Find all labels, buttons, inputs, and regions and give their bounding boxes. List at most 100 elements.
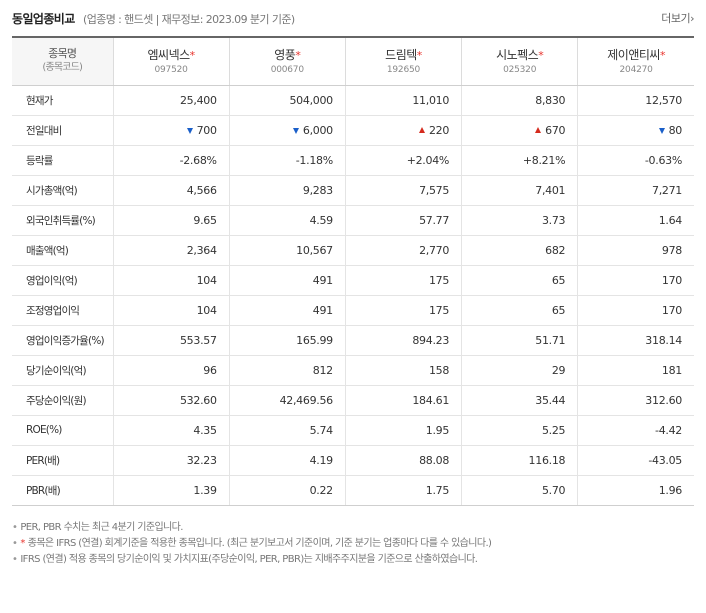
company-code: 000670 [270, 64, 304, 75]
company-header-2[interactable]: 드림텍* 192650 [344, 36, 462, 86]
footnote-per-pbr: • PER, PBR 수치는 최근 4분기 기준입니다. [12, 522, 183, 533]
cell-value: 491 [312, 303, 333, 317]
cell-value: 812 [312, 363, 333, 377]
footnotes: • PER, PBR 수치는 최근 4분기 기준입니다. • * 종목은 IFRS (… [12, 520, 702, 568]
cell-value: 51.71 [535, 333, 566, 347]
table-body: 현재가 25,400 504,000 11,010 8,830 12,570 전일대비 700… [12, 85, 694, 506]
table-row: 시가총액(억) 4,566 9,283 7,575 7,401 7,271 [12, 175, 694, 206]
table-cell: 504,000 [228, 85, 346, 116]
row-label: 외국인취득률(%) [12, 205, 113, 236]
table-cell: 532.60 [112, 385, 230, 416]
table-cell: 9.65 [112, 205, 230, 236]
company-header-4[interactable]: 제이앤티씨* 204270 [577, 36, 694, 86]
cell-value: 29 [551, 363, 566, 377]
table-cell: 104 [112, 265, 230, 296]
cell-value: 12,570 [645, 93, 682, 107]
company-header-3[interactable]: 시노펙스* 025320 [461, 36, 578, 86]
table-cell: 318.14 [577, 325, 694, 356]
table-cell: 670 [461, 115, 578, 146]
table-cell: -2.68% [112, 145, 230, 176]
table-cell: 1.95 [344, 415, 462, 446]
company-name[interactable]: 영풍 [274, 47, 296, 62]
arrow-up-icon [535, 126, 542, 133]
cell-value: 175 [428, 303, 450, 317]
company-code: 025320 [503, 64, 537, 75]
table-row: 당기순이익(억) 96 812 158 29 181 [12, 355, 694, 386]
cell-value: 2,364 [186, 243, 217, 257]
row-label: 당기순이익(억) [12, 355, 113, 386]
table-cell: 5.70 [461, 475, 578, 506]
cell-value: +2.04% [406, 153, 450, 167]
table-cell: 32.23 [112, 445, 230, 476]
more-link[interactable]: 더보기› [661, 10, 694, 26]
row-label: 매출액(억) [12, 235, 113, 266]
table-cell: 700 [112, 115, 230, 146]
table-cell: 5.74 [228, 415, 346, 446]
cell-value: 894.23 [412, 333, 450, 347]
table-cell: -1.18% [228, 145, 346, 176]
ifrs-star-icon: * [538, 48, 544, 62]
chevron-right-icon[interactable]: › [690, 12, 694, 25]
table-cell: 491 [228, 265, 346, 296]
company-header-1[interactable]: 영풍* 000670 [228, 36, 346, 86]
cell-value: 65 [551, 303, 566, 317]
table-row: PER(배) 32.23 4.19 88.08 116.18 -43.05 [12, 445, 694, 476]
ifrs-star-icon: * [416, 48, 423, 62]
table-row: 매출액(억) 2,364 10,567 2,770 682 978 [12, 235, 694, 266]
row-label: 시가총액(억) [12, 175, 113, 206]
table-cell: 312.60 [577, 385, 694, 416]
row-label: 영업이익(억) [12, 265, 113, 296]
cell-value: 7,575 [419, 183, 450, 197]
row-label: 영업이익증가율(%) [12, 325, 113, 356]
arrow-up-icon [418, 126, 425, 133]
cell-value: 4,566 [186, 183, 217, 197]
cell-value: 65 [551, 273, 566, 287]
cell-value: 4.35 [193, 423, 217, 437]
footnote-ifrs-net-income: • IFRS (연결) 적용 종목의 당기순이익 및 가치지표(주당순이익, PE… [12, 554, 478, 565]
company-header-0[interactable]: 엠씨넥스* 097520 [112, 36, 230, 86]
cell-value: 700 [196, 123, 217, 137]
ifrs-star-icon: * [659, 48, 666, 62]
table-cell: -43.05 [577, 445, 694, 476]
table-cell: 11,010 [344, 85, 462, 116]
cell-value: 532.60 [179, 393, 217, 407]
cell-value: 165.99 [296, 333, 333, 347]
cell-value: 1.64 [658, 213, 683, 227]
table-cell: 175 [344, 265, 462, 296]
table-row: 외국인취득률(%) 9.65 4.59 57.77 3.73 1.64 [12, 205, 694, 236]
table-header-row: 종목명 (종목코드) 엠씨넥스* 097520 영풍* 000670 드림텍* … [12, 36, 694, 86]
table-cell: 4.35 [112, 415, 230, 446]
company-name[interactable]: 드림텍 [385, 47, 417, 62]
table-cell: 2,770 [344, 235, 462, 266]
company-name[interactable]: 엠씨넥스 [147, 47, 191, 62]
cell-value: 9,283 [302, 183, 333, 197]
cell-value: 318.14 [645, 333, 682, 347]
table-cell: 88.08 [344, 445, 462, 476]
row-label: 전일대비 [12, 115, 113, 146]
table-cell: 491 [228, 295, 346, 326]
cell-value: 491 [312, 273, 333, 287]
table-cell: 0.22 [228, 475, 346, 506]
cell-value: -0.63% [644, 153, 682, 167]
cell-value: 7,401 [535, 183, 566, 197]
cell-value: 11,010 [412, 93, 450, 107]
company-name[interactable]: 시노펙스 [496, 47, 539, 62]
company-name[interactable]: 제이앤티씨 [607, 47, 660, 62]
table-cell: 96 [112, 355, 230, 386]
table-row: 전일대비 700 6,000 220 670 80 [12, 115, 694, 146]
table-row: PBR(배) 1.39 0.22 1.75 5.70 1.96 [12, 475, 694, 506]
cell-value: 312.60 [645, 393, 682, 407]
table-cell: 65 [461, 265, 578, 296]
cell-value: -4.42 [655, 423, 682, 437]
table-cell: 170 [577, 265, 694, 296]
company-code: 204270 [619, 64, 653, 75]
cell-value: 170 [661, 273, 682, 287]
table-row: 등락률 -2.68% -1.18% +2.04% +8.21% -0.63% [12, 145, 694, 176]
table-cell: 181 [577, 355, 694, 386]
table-cell: 894.23 [344, 325, 462, 356]
table-cell: 25,400 [112, 85, 230, 116]
more-label[interactable]: 더보기 [661, 12, 691, 25]
table-cell: 175 [344, 295, 462, 326]
company-code: 192650 [386, 64, 421, 75]
bullet-icon: • [12, 554, 18, 565]
